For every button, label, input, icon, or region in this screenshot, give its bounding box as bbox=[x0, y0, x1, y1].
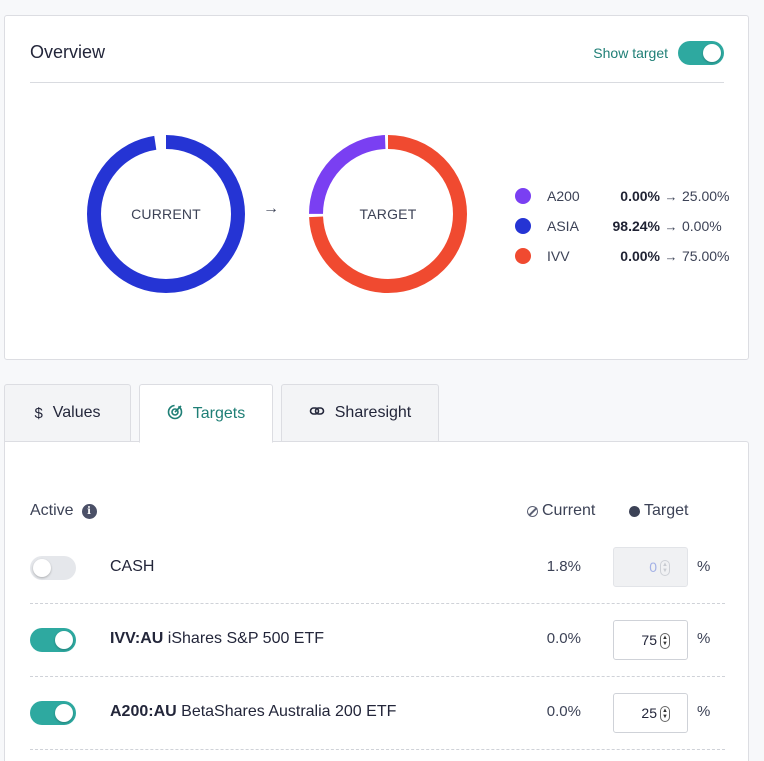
percent-symbol: % bbox=[697, 558, 711, 575]
holding-name: CASH bbox=[110, 558, 154, 576]
holding-ticker: A200:AU bbox=[110, 703, 177, 720]
percent-symbol: % bbox=[697, 703, 711, 720]
arrow-right-icon: → bbox=[263, 200, 279, 217]
donut-slice-ivv-target bbox=[309, 135, 467, 293]
legend-dot-asia bbox=[515, 218, 531, 234]
arrow-right-icon: → bbox=[664, 248, 678, 264]
toggle-knob bbox=[55, 631, 73, 649]
holding-fullname: iShares S&P 500 ETF bbox=[167, 630, 325, 647]
current-value: 1.8% bbox=[546, 558, 581, 575]
table-row: CASH 1.8% 0 ▲ ▼ % bbox=[30, 531, 725, 604]
legend-row: ASIA 98.24% → 0.00% bbox=[515, 211, 729, 241]
tab-sharesight[interactable]: Sharesight bbox=[281, 384, 439, 442]
toggle-knob bbox=[33, 559, 51, 577]
current-donut-label: CURRENT bbox=[131, 206, 201, 222]
legend-row: A200 0.00% → 25.00% bbox=[515, 181, 729, 211]
legend-name: IVV bbox=[547, 248, 570, 264]
show-target-toggle[interactable] bbox=[678, 41, 724, 65]
tab-values[interactable]: $ Values bbox=[4, 384, 131, 442]
active-toggle[interactable] bbox=[30, 556, 76, 580]
target-header: Target bbox=[629, 502, 688, 520]
filled-circle-icon bbox=[629, 505, 640, 517]
toggle-knob bbox=[55, 704, 73, 722]
tab-targets[interactable]: Targets bbox=[139, 384, 273, 443]
toggle-knob bbox=[703, 44, 721, 62]
legend-target: 0.00% bbox=[682, 218, 722, 234]
tab-sharesight-label: Sharesight bbox=[334, 404, 412, 421]
target-donut-label: TARGET bbox=[359, 206, 417, 222]
current-donut-chart bbox=[87, 135, 245, 293]
target-input-value: 25 bbox=[641, 705, 657, 721]
spinner-icon[interactable]: ▲ ▼ bbox=[660, 706, 670, 722]
legend-current: 98.24% bbox=[612, 218, 660, 234]
overview-card: Overview Show target CURRENT → TARGET A2… bbox=[4, 15, 749, 360]
table-row: A200:AU BetaShares Australia 200 ETF 0.0… bbox=[30, 677, 725, 750]
spinner-icon[interactable]: ▲ ▼ bbox=[660, 560, 670, 576]
target-donut: TARGET bbox=[303, 129, 473, 304]
targets-panel: Active i Current Target CASH 1.8% 0 ▲ ▼ %… bbox=[4, 441, 749, 761]
holding-fullname: BetaShares Australia 200 ETF bbox=[181, 703, 397, 720]
target-input-value: 75 bbox=[641, 632, 657, 648]
target-donut-chart bbox=[309, 135, 467, 293]
target-header-label: Target bbox=[644, 502, 689, 519]
legend-current: 0.00% bbox=[620, 248, 660, 264]
current-donut: CURRENT bbox=[81, 129, 251, 304]
holding-ticker: IVV:AU bbox=[110, 630, 164, 647]
holding-name: A200:AU BetaShares Australia 200 ETF bbox=[110, 703, 396, 721]
arrow-right-icon: → bbox=[664, 188, 678, 204]
active-toggle[interactable] bbox=[30, 701, 76, 725]
circle-slash-icon bbox=[527, 505, 538, 517]
current-header: Current bbox=[527, 502, 595, 520]
legend-row: IVV 0.00% → 75.00% bbox=[515, 241, 729, 271]
overview-divider bbox=[30, 82, 724, 83]
donut-slice-asia-current bbox=[87, 135, 245, 293]
holding-name: IVV:AU iShares S&P 500 ETF bbox=[110, 630, 324, 648]
legend-name: A200 bbox=[547, 188, 580, 204]
active-header-label: Active bbox=[30, 502, 74, 519]
target-input-value: 0 bbox=[649, 559, 657, 575]
target-input[interactable]: 75 ▲ ▼ bbox=[613, 620, 688, 660]
percent-symbol: % bbox=[697, 630, 711, 647]
tab-targets-label: Targets bbox=[192, 404, 246, 422]
info-icon[interactable]: i bbox=[81, 503, 97, 519]
arrow-right-icon: → bbox=[664, 218, 678, 234]
tab-values-label: Values bbox=[52, 404, 101, 421]
legend-target: 25.00% bbox=[682, 188, 730, 204]
link-icon bbox=[309, 403, 325, 423]
target-input[interactable]: 0 ▲ ▼ bbox=[613, 547, 688, 587]
current-header-label: Current bbox=[542, 502, 596, 519]
current-value: 0.0% bbox=[546, 703, 581, 720]
legend-current: 0.00% bbox=[620, 188, 660, 204]
legend-target: 75.00% bbox=[682, 248, 730, 264]
spinner-icon[interactable]: ▲ ▼ bbox=[660, 633, 670, 649]
holding-fullname: CASH bbox=[110, 558, 155, 575]
legend-dot-a200 bbox=[515, 188, 531, 204]
active-toggle[interactable] bbox=[30, 628, 76, 652]
legend-name: ASIA bbox=[547, 218, 579, 234]
legend-dot-ivv bbox=[515, 248, 531, 264]
show-target-control[interactable]: Show target bbox=[593, 41, 724, 65]
current-value: 0.0% bbox=[546, 630, 581, 647]
show-target-label: Show target bbox=[593, 45, 668, 61]
allocation-legend: A200 0.00% → 25.00% ASIA 98.24% → 0.00% … bbox=[515, 181, 729, 271]
table-row: IVV:AU iShares S&P 500 ETF 0.0% 75 ▲ ▼ % bbox=[30, 604, 725, 677]
overview-title: Overview bbox=[30, 42, 106, 62]
target-input[interactable]: 25 ▲ ▼ bbox=[613, 693, 688, 733]
active-header: Active i bbox=[30, 502, 97, 520]
target-icon bbox=[167, 404, 183, 424]
dollar-icon: $ bbox=[34, 404, 43, 422]
